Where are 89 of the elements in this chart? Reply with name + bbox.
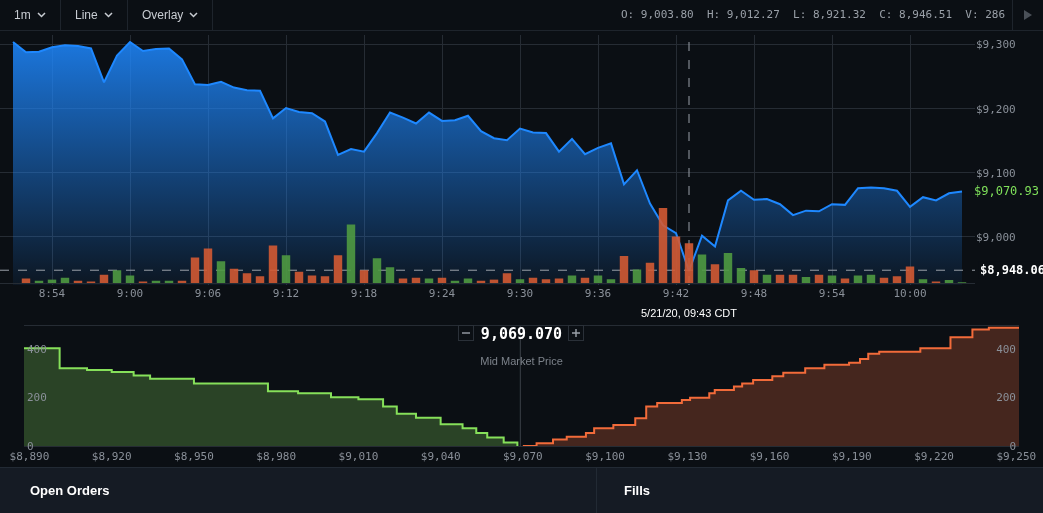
bar [99, 274, 109, 283]
bar [255, 276, 265, 283]
x-tick-label: $9,130 [667, 450, 708, 464]
bar [411, 277, 421, 283]
x-tick-label: $9,100 [585, 450, 625, 464]
y-tick-label: $9,100 [976, 166, 1016, 180]
bar [905, 266, 915, 283]
bar [632, 269, 642, 283]
bar [528, 277, 538, 283]
bar [359, 270, 369, 283]
x-tick-label: 9:36 [584, 287, 612, 300]
x-tick-label: $8,920 [91, 450, 132, 464]
x-tick-label: 10:00 [893, 287, 927, 300]
x-tick-label: 9:48 [740, 287, 768, 300]
x-tick-label: $8,980 [256, 450, 297, 464]
bar [723, 253, 733, 283]
bar [710, 264, 720, 283]
bar [502, 273, 512, 283]
text: Overlay [142, 7, 184, 24]
bar [775, 274, 785, 283]
x-tick-label: 9:06 [194, 287, 222, 300]
x-tick-label: 8:54 [38, 287, 66, 300]
x-tick-label: 9:30 [506, 287, 534, 300]
bar [762, 274, 772, 283]
bar [385, 267, 395, 283]
bar [268, 245, 278, 283]
bar [944, 280, 954, 283]
bar [320, 276, 330, 283]
bar [619, 256, 629, 283]
x-tick-label: $8,890 [9, 450, 50, 464]
bar [892, 276, 902, 283]
bar [684, 243, 694, 283]
x-tick-label: $9,010 [338, 450, 379, 464]
x-tick-label: $8,950 [174, 450, 214, 464]
x-tick-label: $9,250 [996, 450, 1037, 464]
bar [580, 277, 590, 283]
x-tick-label: $9,190 [831, 450, 872, 464]
bar [437, 277, 447, 283]
bar [736, 268, 746, 283]
bar [749, 270, 759, 283]
bar [190, 257, 200, 283]
chart-title: 9,069.070 [480, 325, 563, 344]
bar [216, 261, 226, 283]
bar [801, 277, 811, 283]
bar [242, 273, 252, 283]
bar [372, 258, 382, 283]
bar [541, 279, 551, 283]
bar [697, 254, 707, 283]
bar [333, 255, 343, 283]
bar [515, 279, 525, 283]
x-tick-label: $9,070 [502, 450, 543, 464]
y-tick-label: 200 [27, 391, 47, 405]
text: Open Orders [30, 482, 110, 500]
text: Fills [624, 482, 651, 500]
x-tick-label: 9:54 [818, 287, 846, 300]
bar [229, 268, 239, 283]
bar [645, 262, 655, 283]
x-tick-label: $9,040 [420, 450, 461, 464]
y-tick-label: $9,200 [976, 102, 1016, 116]
bar [918, 279, 928, 283]
x-tick-label: 9:18 [350, 287, 378, 300]
annotation: $9,070.93 [974, 184, 1040, 198]
text: O: 9,003.80 H: 9,012.27 L: 8,921.32 C: 8,946.51 V: 286 [620, 7, 1005, 23]
text: 1m [14, 7, 31, 24]
x-tick-label: $9,220 [914, 450, 954, 464]
text: Line [75, 7, 98, 24]
y-tick-label: $9,000 [976, 230, 1016, 244]
bar [346, 224, 356, 283]
bar [788, 274, 798, 283]
x-tick-label: 9:24 [428, 287, 456, 300]
x-tick-label: 9:00 [116, 287, 144, 300]
bar [866, 274, 876, 283]
bar [658, 208, 668, 283]
bar [203, 248, 213, 283]
bar [671, 236, 681, 283]
bar [294, 271, 304, 283]
bar [60, 277, 70, 283]
y-tick-label: 0 [27, 439, 34, 453]
x-tick-label: $9,160 [749, 450, 790, 464]
bar [879, 277, 889, 283]
ref-line-label: 5/21/20, 09:43 CDT [641, 307, 738, 319]
bar [112, 270, 122, 283]
bar [281, 255, 291, 283]
x-tick-label: 9:42 [662, 287, 690, 300]
bar [814, 274, 824, 283]
text: Mid Market Price [480, 354, 563, 367]
bar [606, 279, 616, 283]
y-tick-label: $9,300 [976, 38, 1016, 52]
x-tick-label: 9:12 [272, 287, 300, 300]
